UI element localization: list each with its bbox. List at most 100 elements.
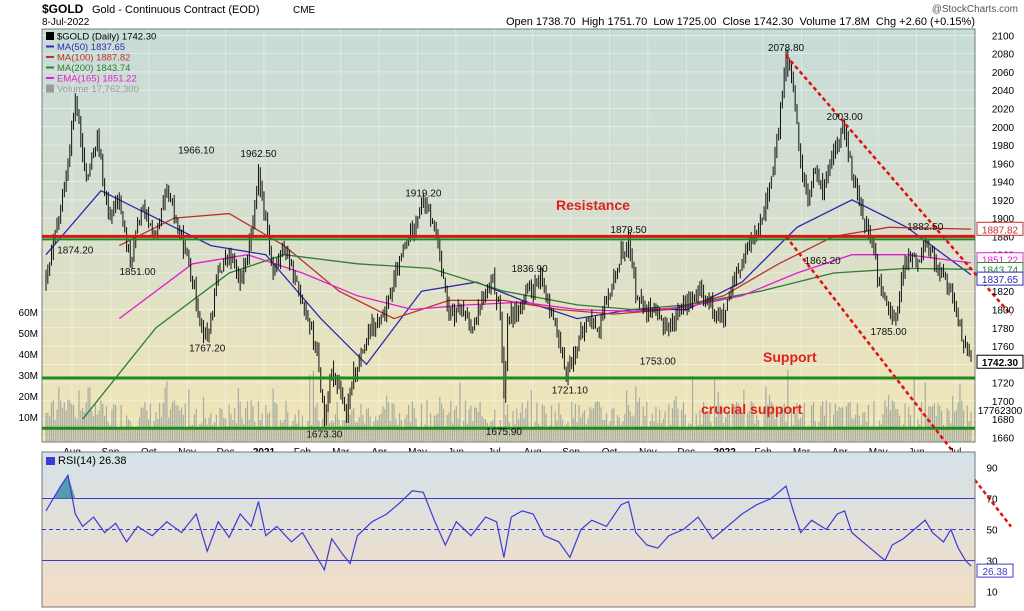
volume-bar [113, 403, 115, 442]
volume-bar [272, 388, 274, 442]
volume-bar [364, 423, 366, 442]
volume-bar [190, 425, 192, 442]
volume-bar [523, 418, 525, 442]
volume-bar [596, 400, 598, 442]
price-tick-label: 2000 [992, 123, 1015, 134]
price-peak-label: 1851.00 [120, 267, 157, 278]
volume-bar [963, 410, 965, 442]
volume-bar [680, 409, 683, 442]
chart-date: 8-Jul-2022 [42, 17, 90, 28]
volume-bar [166, 380, 168, 442]
price-tick-label: 1880 [992, 232, 1015, 243]
volume-bar [136, 426, 139, 442]
downtrend-line [785, 235, 1012, 528]
volume-bar [389, 420, 391, 442]
volume-bar [772, 404, 774, 442]
price-peak-label: 1962.50 [240, 149, 277, 160]
volume-bar [164, 387, 166, 442]
volume-bar [554, 411, 556, 442]
legend-swatch [46, 32, 54, 40]
volume-bar [845, 406, 848, 442]
rsi-y-axis: 10 30 50 70 90 26.38 [976, 464, 1014, 599]
volume-bar [58, 387, 60, 442]
volume-bar [649, 421, 652, 442]
volume-bar [948, 410, 950, 442]
volume-bar [213, 422, 216, 442]
volume-bar [340, 425, 342, 442]
volume-bar [287, 411, 289, 442]
volume-bar [670, 424, 672, 442]
volume-bar [428, 429, 430, 442]
price-tick-label: 1980 [992, 141, 1015, 152]
volume-bar [587, 417, 589, 442]
volume-bar [455, 406, 457, 442]
volume-bar [56, 409, 58, 442]
volume-bar [80, 410, 82, 442]
volume-bar [265, 405, 267, 442]
volume-bar [256, 426, 258, 442]
volume-bar [761, 428, 763, 442]
volume-bar [871, 425, 873, 442]
price-tick-label: 1800 [992, 306, 1015, 317]
volume-bar [78, 390, 80, 442]
price-peak-label: 1863.20 [805, 256, 842, 267]
volume-bar [550, 405, 553, 442]
price-tick-label: 2020 [992, 104, 1015, 115]
volume-bar [303, 429, 305, 442]
volume-bar [442, 408, 445, 442]
volume-bar [660, 422, 663, 442]
volume-bar [180, 407, 183, 442]
volume-bar [100, 400, 102, 442]
volume-bar [953, 411, 956, 442]
volume-bar [336, 401, 338, 442]
volume-bar [880, 424, 882, 442]
volume-bar [657, 422, 659, 442]
volume-bar [283, 419, 285, 442]
volume-bar [292, 420, 294, 442]
volume-bar [228, 404, 230, 442]
volume-bar [686, 426, 688, 442]
volume-bar [955, 410, 957, 442]
volume-bar [332, 422, 335, 442]
volume-bar [615, 425, 617, 442]
volume-bar [85, 402, 87, 442]
volume-bar [122, 425, 124, 442]
volume-bar [298, 410, 300, 442]
volume-bar [942, 424, 945, 442]
volume-bar [140, 407, 142, 442]
price-tick-label: 1700 [992, 397, 1015, 408]
volume-bar [928, 406, 930, 442]
volume-bar [541, 404, 543, 442]
volume-bar [314, 407, 316, 442]
volume-bar [539, 425, 542, 442]
ma-line-ma50 [45, 189, 972, 366]
price-tick-label: 1780 [992, 324, 1015, 335]
volume-bar [702, 401, 705, 442]
volume-bar [968, 420, 970, 442]
volume-bar [783, 403, 785, 442]
volume-bar [844, 425, 846, 442]
volume-bar [503, 388, 505, 442]
volume-bar [528, 427, 531, 442]
volume-bar [964, 426, 967, 442]
volume-bar [312, 370, 315, 442]
price-peak-label: 1721.10 [552, 386, 589, 397]
volume-bar [812, 401, 815, 442]
volume-bar [944, 429, 946, 442]
volume-tick-label: 40M [19, 350, 38, 361]
volume-bar [356, 422, 358, 442]
support-resistance-lines [42, 234, 975, 430]
volume-bar [248, 419, 250, 442]
volume-bar [829, 402, 831, 442]
volume-bar [571, 401, 573, 442]
price-tick-label: 2040 [992, 86, 1015, 97]
volume-bar [351, 409, 353, 442]
volume-bar [865, 421, 868, 442]
volume-bar [638, 397, 641, 442]
volume-bar [671, 408, 674, 442]
volume-bar [206, 424, 208, 442]
volume-bar [704, 411, 707, 442]
volume-bar [453, 409, 456, 442]
